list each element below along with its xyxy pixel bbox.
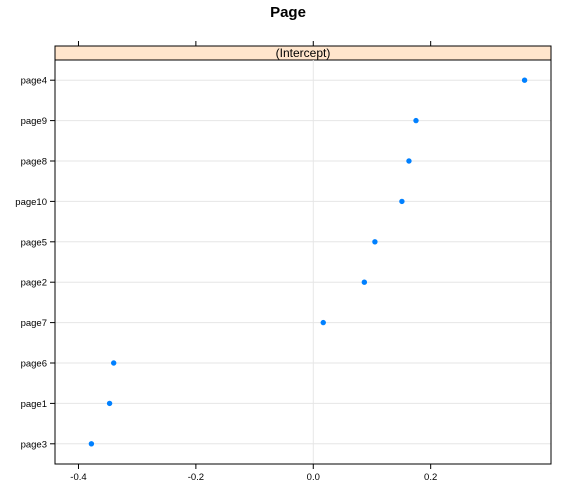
data-point (320, 319, 326, 326)
x-axis: -0.4 -0.2 0.0 0.2 (70, 41, 437, 483)
x-tick-label: -0.2 (188, 472, 204, 483)
data-point (399, 198, 405, 205)
panel-strip-label: (Intercept) (276, 46, 331, 60)
y-axis: page4 page9 page8 page10 page5 page2 page7 page… (15, 76, 55, 450)
data-point (88, 441, 95, 447)
data-point (406, 158, 412, 164)
y-tick-label: page10 (15, 197, 47, 208)
data-point (110, 360, 117, 366)
y-tick-label: page1 (21, 399, 47, 410)
y-tick-label: page9 (21, 116, 47, 127)
x-tick-label: 0.0 (307, 472, 320, 483)
y-tick-label: page4 (21, 76, 47, 87)
data-point (106, 400, 113, 407)
y-tick-label: page3 (21, 439, 47, 450)
x-tick-label: 0.2 (424, 472, 437, 483)
gridlines (55, 60, 551, 464)
data-point (413, 117, 419, 124)
data-points (88, 77, 528, 447)
y-tick-label: page8 (21, 157, 47, 168)
x-tick-label: -0.4 (70, 472, 86, 483)
data-point (361, 279, 368, 285)
y-tick-label: page6 (21, 359, 47, 370)
panel-border (54, 45, 552, 465)
chart-title: Page (270, 4, 306, 21)
plot-panel: (Intercept) (54, 45, 552, 465)
y-tick-label: page5 (21, 237, 47, 248)
data-point (521, 77, 528, 83)
y-tick-label: page7 (21, 318, 47, 329)
y-tick-label: page2 (21, 278, 47, 289)
data-point (372, 239, 378, 245)
